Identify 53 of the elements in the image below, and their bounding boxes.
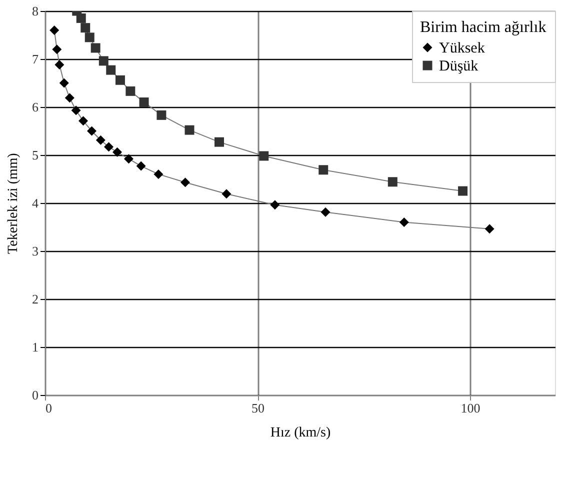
point xyxy=(126,86,136,96)
x-tick-label: 0 xyxy=(46,400,52,416)
point xyxy=(71,106,81,116)
point xyxy=(156,110,166,120)
y-axis-title: Tekerlek izi (mm) xyxy=(6,152,21,254)
point xyxy=(259,151,269,161)
y-tick-label: 3 xyxy=(32,244,38,258)
y-tick-label: 6 xyxy=(32,100,39,114)
y-tick-label: 5 xyxy=(32,148,38,162)
point xyxy=(80,23,90,33)
point xyxy=(115,75,125,85)
legend-title: Birim hacim ağırlık xyxy=(420,19,546,36)
point xyxy=(214,137,224,147)
point xyxy=(180,178,190,188)
point xyxy=(136,161,146,171)
point xyxy=(388,177,398,187)
point xyxy=(484,224,494,234)
y-tick-label: 4 xyxy=(32,196,39,210)
point xyxy=(84,32,94,42)
point xyxy=(222,189,232,199)
point xyxy=(124,154,134,164)
point xyxy=(154,169,164,179)
x-tick-label: 50 xyxy=(252,400,264,416)
point xyxy=(90,43,100,53)
x-tick-label: 100 xyxy=(460,400,480,416)
point xyxy=(184,125,194,135)
point xyxy=(59,78,69,88)
point xyxy=(50,25,60,35)
point xyxy=(54,60,64,70)
point xyxy=(96,135,106,145)
point xyxy=(270,200,280,210)
point xyxy=(52,44,62,54)
point xyxy=(318,165,328,175)
y-tick-label: 1 xyxy=(32,340,38,354)
point xyxy=(106,65,116,75)
y-tick-label: 0 xyxy=(32,388,38,402)
point xyxy=(104,142,114,152)
point xyxy=(98,56,108,66)
legend-label: Düşük xyxy=(439,58,479,74)
y-tick-label: 7 xyxy=(32,52,39,66)
point xyxy=(64,93,74,103)
point xyxy=(76,13,86,23)
point xyxy=(320,207,330,217)
point xyxy=(458,186,468,196)
y-tick-label: 2 xyxy=(32,292,38,306)
point xyxy=(78,116,88,126)
point xyxy=(139,97,149,107)
legend-label: Yüksek xyxy=(439,40,486,56)
point xyxy=(112,147,122,157)
y-tick-label: 8 xyxy=(32,4,38,18)
x-axis-title: Hız (km/s) xyxy=(270,426,331,440)
point xyxy=(87,126,96,136)
point xyxy=(399,217,409,227)
